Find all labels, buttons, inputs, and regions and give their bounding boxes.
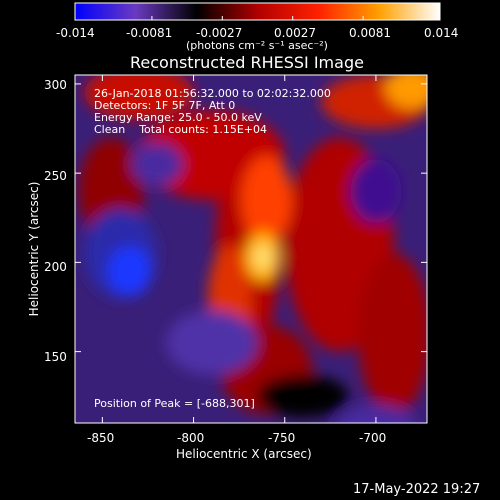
- axis-ticks: [75, 75, 427, 423]
- colorbar-gradient: [74, 2, 441, 21]
- y-axis-label: Heliocentric Y (arcsec): [27, 181, 41, 317]
- timestamp: 17-May-2022 19:27: [353, 482, 481, 497]
- heatmap: [75, 75, 427, 423]
- x-axis-label: Heliocentric X (arcsec): [176, 447, 312, 461]
- colorbar-tick-label: -0.0027: [196, 26, 243, 40]
- y-tick-label: 200: [44, 260, 67, 274]
- info-line-clean-counts: Clean Total counts: 1.15E+04: [94, 123, 268, 136]
- emission-blob: [385, 75, 427, 109]
- info-line-time-range: 26-Jan-2018 01:56:32.000 to 02:02:32.000: [94, 87, 331, 100]
- emission-blob: [166, 310, 258, 375]
- colorbar-tick-label: 0.0027: [274, 26, 316, 40]
- emission-blob: [84, 75, 194, 120]
- emission-blob: [107, 246, 152, 297]
- info-line-energy-range: Energy Range: 25.0 - 50.0 keV: [94, 111, 262, 124]
- y-tick-label: 300: [44, 78, 67, 92]
- emission-blob: [350, 158, 402, 224]
- emission-blob: [253, 244, 272, 270]
- peak-position-label: Position of Peak = [-688,301]: [94, 397, 255, 410]
- colorbar: [74, 2, 441, 21]
- x-tick-label: -750: [268, 431, 296, 445]
- emission-blob: [131, 142, 183, 186]
- info-line-detectors: Detectors: 1F 5F 7F, Att 0: [94, 99, 236, 112]
- x-tick-label: -850: [87, 431, 115, 445]
- emission-blob: [257, 374, 349, 418]
- colorbar-tick-label: 0.0081: [349, 26, 391, 40]
- colorbar-tick-label: -0.0081: [126, 26, 173, 40]
- y-tick-label: 250: [44, 169, 67, 183]
- emission-blob: [240, 155, 293, 245]
- x-tick-label: -700: [359, 431, 387, 445]
- y-tick-label: 150: [44, 350, 67, 364]
- x-tick-label: -800: [177, 431, 205, 445]
- colorbar-tick-label: -0.014: [56, 26, 95, 40]
- colorbar-tick-label: 0.014: [424, 26, 459, 40]
- colorbar-unit-label: (photons cm⁻² s⁻¹ asec⁻²): [186, 39, 328, 52]
- plot-frame: [74, 74, 428, 424]
- emission-blob: [336, 405, 416, 423]
- chart-title: Reconstructed RHESSI Image: [130, 53, 364, 72]
- emission-blob: [357, 253, 427, 415]
- emission-layer: [78, 75, 427, 423]
